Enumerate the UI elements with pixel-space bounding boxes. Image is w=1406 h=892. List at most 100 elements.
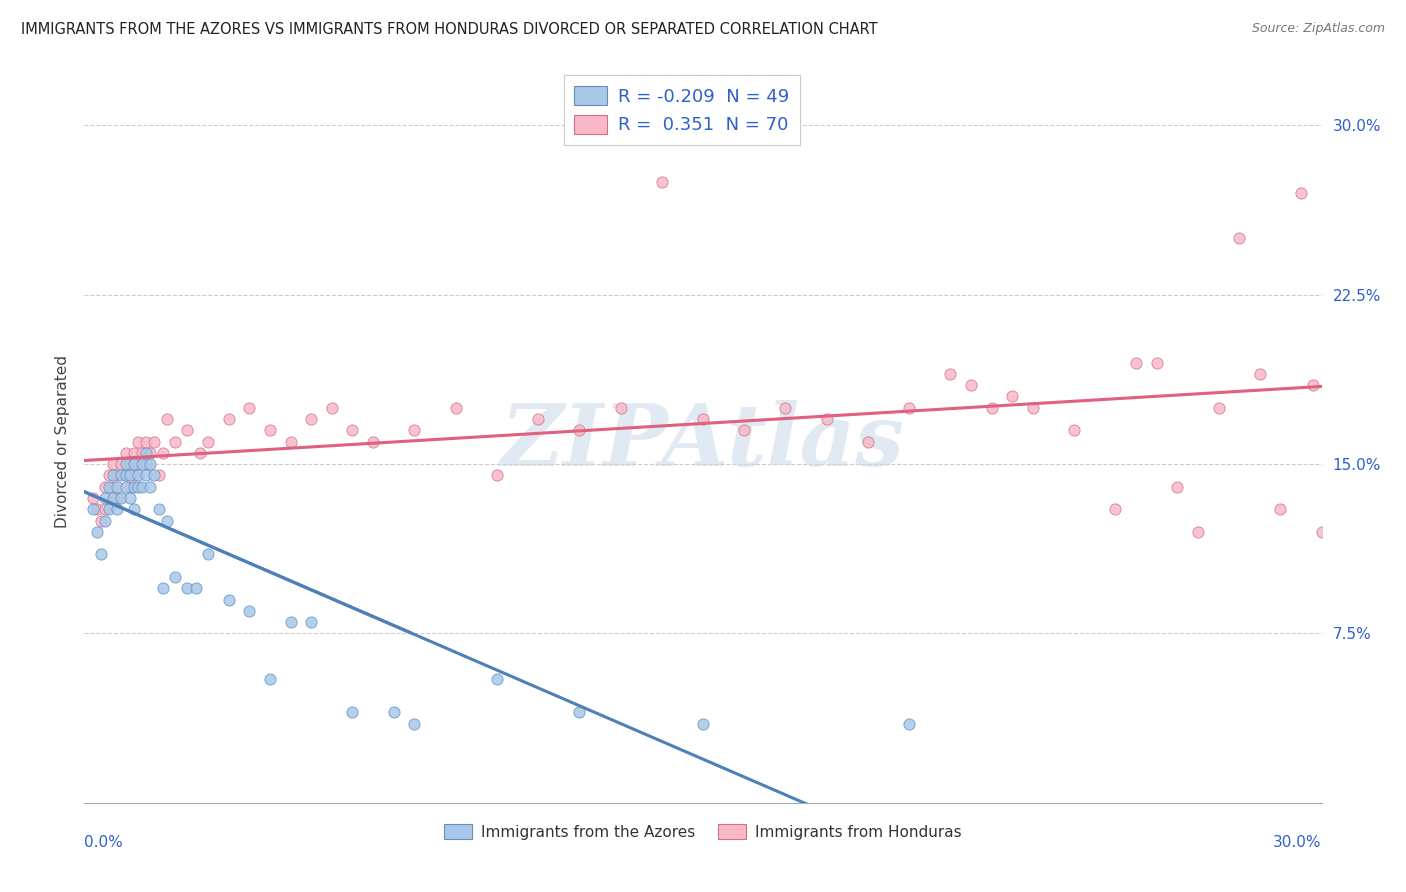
Point <box>1310 524 1333 539</box>
Point <box>342 423 364 437</box>
Point <box>1001 389 1024 403</box>
Point <box>122 457 145 471</box>
Point <box>609 401 631 415</box>
Text: 30.0%: 30.0% <box>1274 835 1322 850</box>
Point <box>131 457 153 471</box>
Point <box>90 514 112 528</box>
Point <box>238 401 260 415</box>
Point <box>1227 231 1250 245</box>
Point <box>361 434 384 449</box>
Point <box>651 175 673 189</box>
Point <box>1187 524 1209 539</box>
Point <box>148 468 170 483</box>
Text: Source: ZipAtlas.com: Source: ZipAtlas.com <box>1251 22 1385 36</box>
Point <box>568 706 591 720</box>
Point <box>94 491 117 505</box>
Point <box>299 615 322 630</box>
Point <box>114 468 136 483</box>
Point <box>1146 355 1168 369</box>
Point <box>939 367 962 381</box>
Point <box>143 434 166 449</box>
Point <box>1302 378 1324 392</box>
Point <box>122 480 145 494</box>
Point <box>1063 423 1085 437</box>
Point <box>118 480 141 494</box>
Point <box>98 468 121 483</box>
Point <box>299 412 322 426</box>
Point <box>280 615 302 630</box>
Point <box>1166 480 1188 494</box>
Point <box>103 457 125 471</box>
Point <box>139 446 162 460</box>
Point <box>86 502 108 516</box>
Point <box>127 434 149 449</box>
Point <box>135 457 157 471</box>
Point <box>960 378 983 392</box>
Point <box>342 706 364 720</box>
Point <box>110 468 132 483</box>
Point <box>382 706 405 720</box>
Point <box>105 491 128 505</box>
Point <box>90 548 112 562</box>
Point <box>143 468 166 483</box>
Point <box>733 423 755 437</box>
Point <box>94 514 117 528</box>
Point <box>135 434 157 449</box>
Point <box>122 468 145 483</box>
Point <box>135 446 157 460</box>
Point <box>1022 401 1045 415</box>
Text: 0.0%: 0.0% <box>84 835 124 850</box>
Point <box>82 502 104 516</box>
Point <box>197 434 219 449</box>
Point <box>105 468 128 483</box>
Point <box>238 604 260 618</box>
Point <box>404 716 426 731</box>
Point <box>1289 186 1312 201</box>
Point <box>118 491 141 505</box>
Point <box>259 672 281 686</box>
Point <box>118 457 141 471</box>
Text: IMMIGRANTS FROM THE AZORES VS IMMIGRANTS FROM HONDURAS DIVORCED OR SEPARATED COR: IMMIGRANTS FROM THE AZORES VS IMMIGRANTS… <box>21 22 877 37</box>
Point <box>188 446 211 460</box>
Point <box>1125 355 1147 369</box>
Point <box>1104 502 1126 516</box>
Point <box>114 480 136 494</box>
Point <box>176 423 198 437</box>
Point <box>404 423 426 437</box>
Point <box>105 480 128 494</box>
Point <box>118 468 141 483</box>
Point <box>980 401 1002 415</box>
Point <box>321 401 343 415</box>
Point <box>815 412 838 426</box>
Point <box>103 468 125 483</box>
Point <box>110 491 132 505</box>
Point <box>82 491 104 505</box>
Legend: R = -0.209  N = 49, R =  0.351  N = 70: R = -0.209 N = 49, R = 0.351 N = 70 <box>564 75 800 145</box>
Point <box>122 502 145 516</box>
Point <box>139 480 162 494</box>
Point <box>197 548 219 562</box>
Point <box>775 401 797 415</box>
Point <box>103 480 125 494</box>
Point <box>280 434 302 449</box>
Point <box>131 446 153 460</box>
Point <box>103 491 125 505</box>
Point <box>114 468 136 483</box>
Point <box>218 412 240 426</box>
Point <box>86 524 108 539</box>
Point <box>110 457 132 471</box>
Point <box>98 502 121 516</box>
Point <box>485 468 508 483</box>
Y-axis label: Divorced or Separated: Divorced or Separated <box>55 355 70 528</box>
Point <box>259 423 281 437</box>
Point <box>98 480 121 494</box>
Point <box>184 582 207 596</box>
Point <box>692 716 714 731</box>
Point <box>105 502 128 516</box>
Point <box>1208 401 1230 415</box>
Point <box>568 423 591 437</box>
Point <box>114 457 136 471</box>
Point <box>127 468 149 483</box>
Point <box>122 446 145 460</box>
Point <box>152 446 174 460</box>
